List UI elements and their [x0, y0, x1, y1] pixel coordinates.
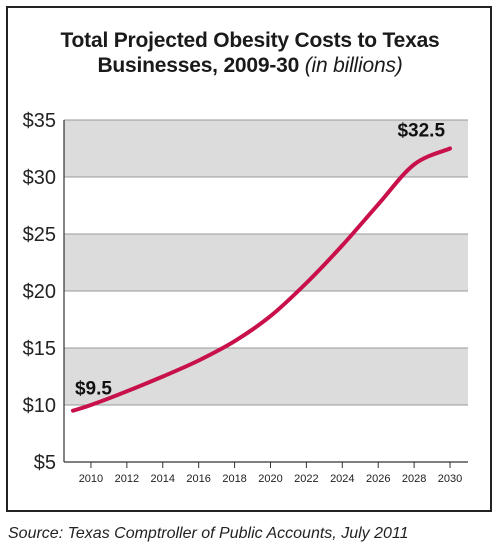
y-tick-label: $30: [23, 167, 56, 189]
series-line: [71, 146, 452, 413]
chart-title: Total Projected Obesity Costs to Texas B…: [0, 28, 500, 78]
x-tick-label: 2010: [79, 473, 103, 485]
band-5: [64, 120, 468, 177]
y-tick-label: $15: [23, 338, 56, 360]
x-tick-label: 2030: [438, 473, 462, 485]
x-tick-label: 2012: [115, 473, 139, 485]
y-axis: $5 $10 $15 $20 $25 $30 $35: [23, 110, 65, 474]
y-tick-label: $25: [23, 224, 56, 246]
data-label: $32.5: [397, 121, 445, 142]
source-note: Source: Texas Comptroller of Public Acco…: [8, 525, 409, 542]
y-tick-label: $20: [23, 281, 56, 303]
y-tick-label: $35: [23, 110, 56, 132]
band-3: [64, 234, 468, 291]
x-tick-label: 2020: [258, 473, 282, 485]
annotations: $9.5 $32.5: [75, 121, 445, 400]
y-tick-label: $10: [23, 395, 56, 417]
x-tick-label: 2018: [222, 473, 246, 485]
data-label: $9.5: [75, 379, 112, 400]
x-tick-label: 2028: [402, 473, 426, 485]
chart-frame: [6, 6, 492, 512]
x-tick-label: 2026: [366, 473, 390, 485]
x-tick-label: 2022: [294, 473, 318, 485]
chart-title-unit: (in billions): [304, 54, 403, 77]
background-bands: [64, 120, 468, 405]
series-layer: [71, 146, 452, 413]
chart-title-text: Total Projected Obesity Costs to Texas B…: [60, 29, 440, 77]
band-1: [64, 348, 468, 405]
x-tick-label: 2014: [151, 473, 175, 485]
y-tick-label: $5: [34, 452, 56, 474]
x-axis: 2010 2012 2014 2016 2018 2020 2022 2024 2026 2028…: [64, 461, 468, 485]
x-tick-label: 2016: [186, 473, 210, 485]
x-tick-label: 2024: [330, 473, 354, 485]
